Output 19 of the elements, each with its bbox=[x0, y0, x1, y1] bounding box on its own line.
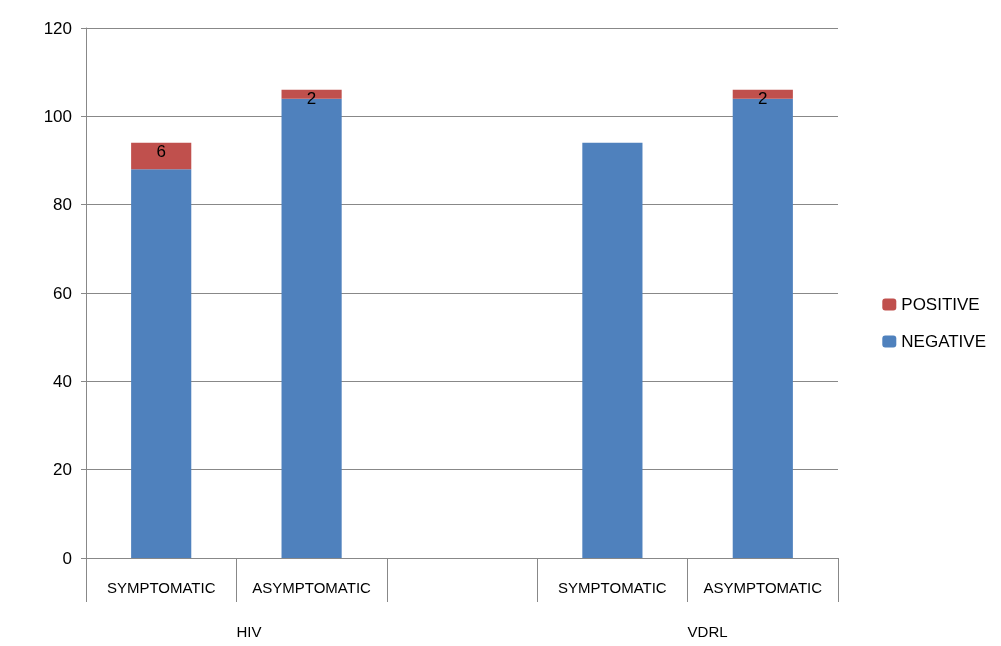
y-tick-label: 0 bbox=[62, 548, 72, 568]
y-tick-label: 60 bbox=[53, 283, 72, 303]
bar bbox=[582, 142, 643, 558]
x-tick-label: SYMPTOMATIC bbox=[106, 579, 216, 596]
y-tick-label: 120 bbox=[43, 18, 72, 38]
text: HIV bbox=[236, 623, 262, 640]
y-tick-label: 40 bbox=[53, 371, 72, 391]
text: VDRL bbox=[687, 623, 728, 640]
legend-label: POSITIVE bbox=[901, 295, 980, 314]
y-tick-label: 80 bbox=[53, 195, 72, 215]
x-tick-label: ASYMPTOMATIC bbox=[252, 579, 372, 596]
data-label: 6 bbox=[156, 141, 166, 161]
x-tick-label: ASYMPTOMATIC bbox=[703, 579, 823, 596]
y-tick-label: 20 bbox=[53, 460, 72, 480]
bar bbox=[131, 142, 192, 170]
x-tick-label: SYMPTOMATIC bbox=[558, 579, 667, 596]
legend-label: NEGATIVE bbox=[901, 332, 986, 351]
bar bbox=[131, 169, 192, 558]
y-tick-label: 100 bbox=[43, 106, 72, 126]
